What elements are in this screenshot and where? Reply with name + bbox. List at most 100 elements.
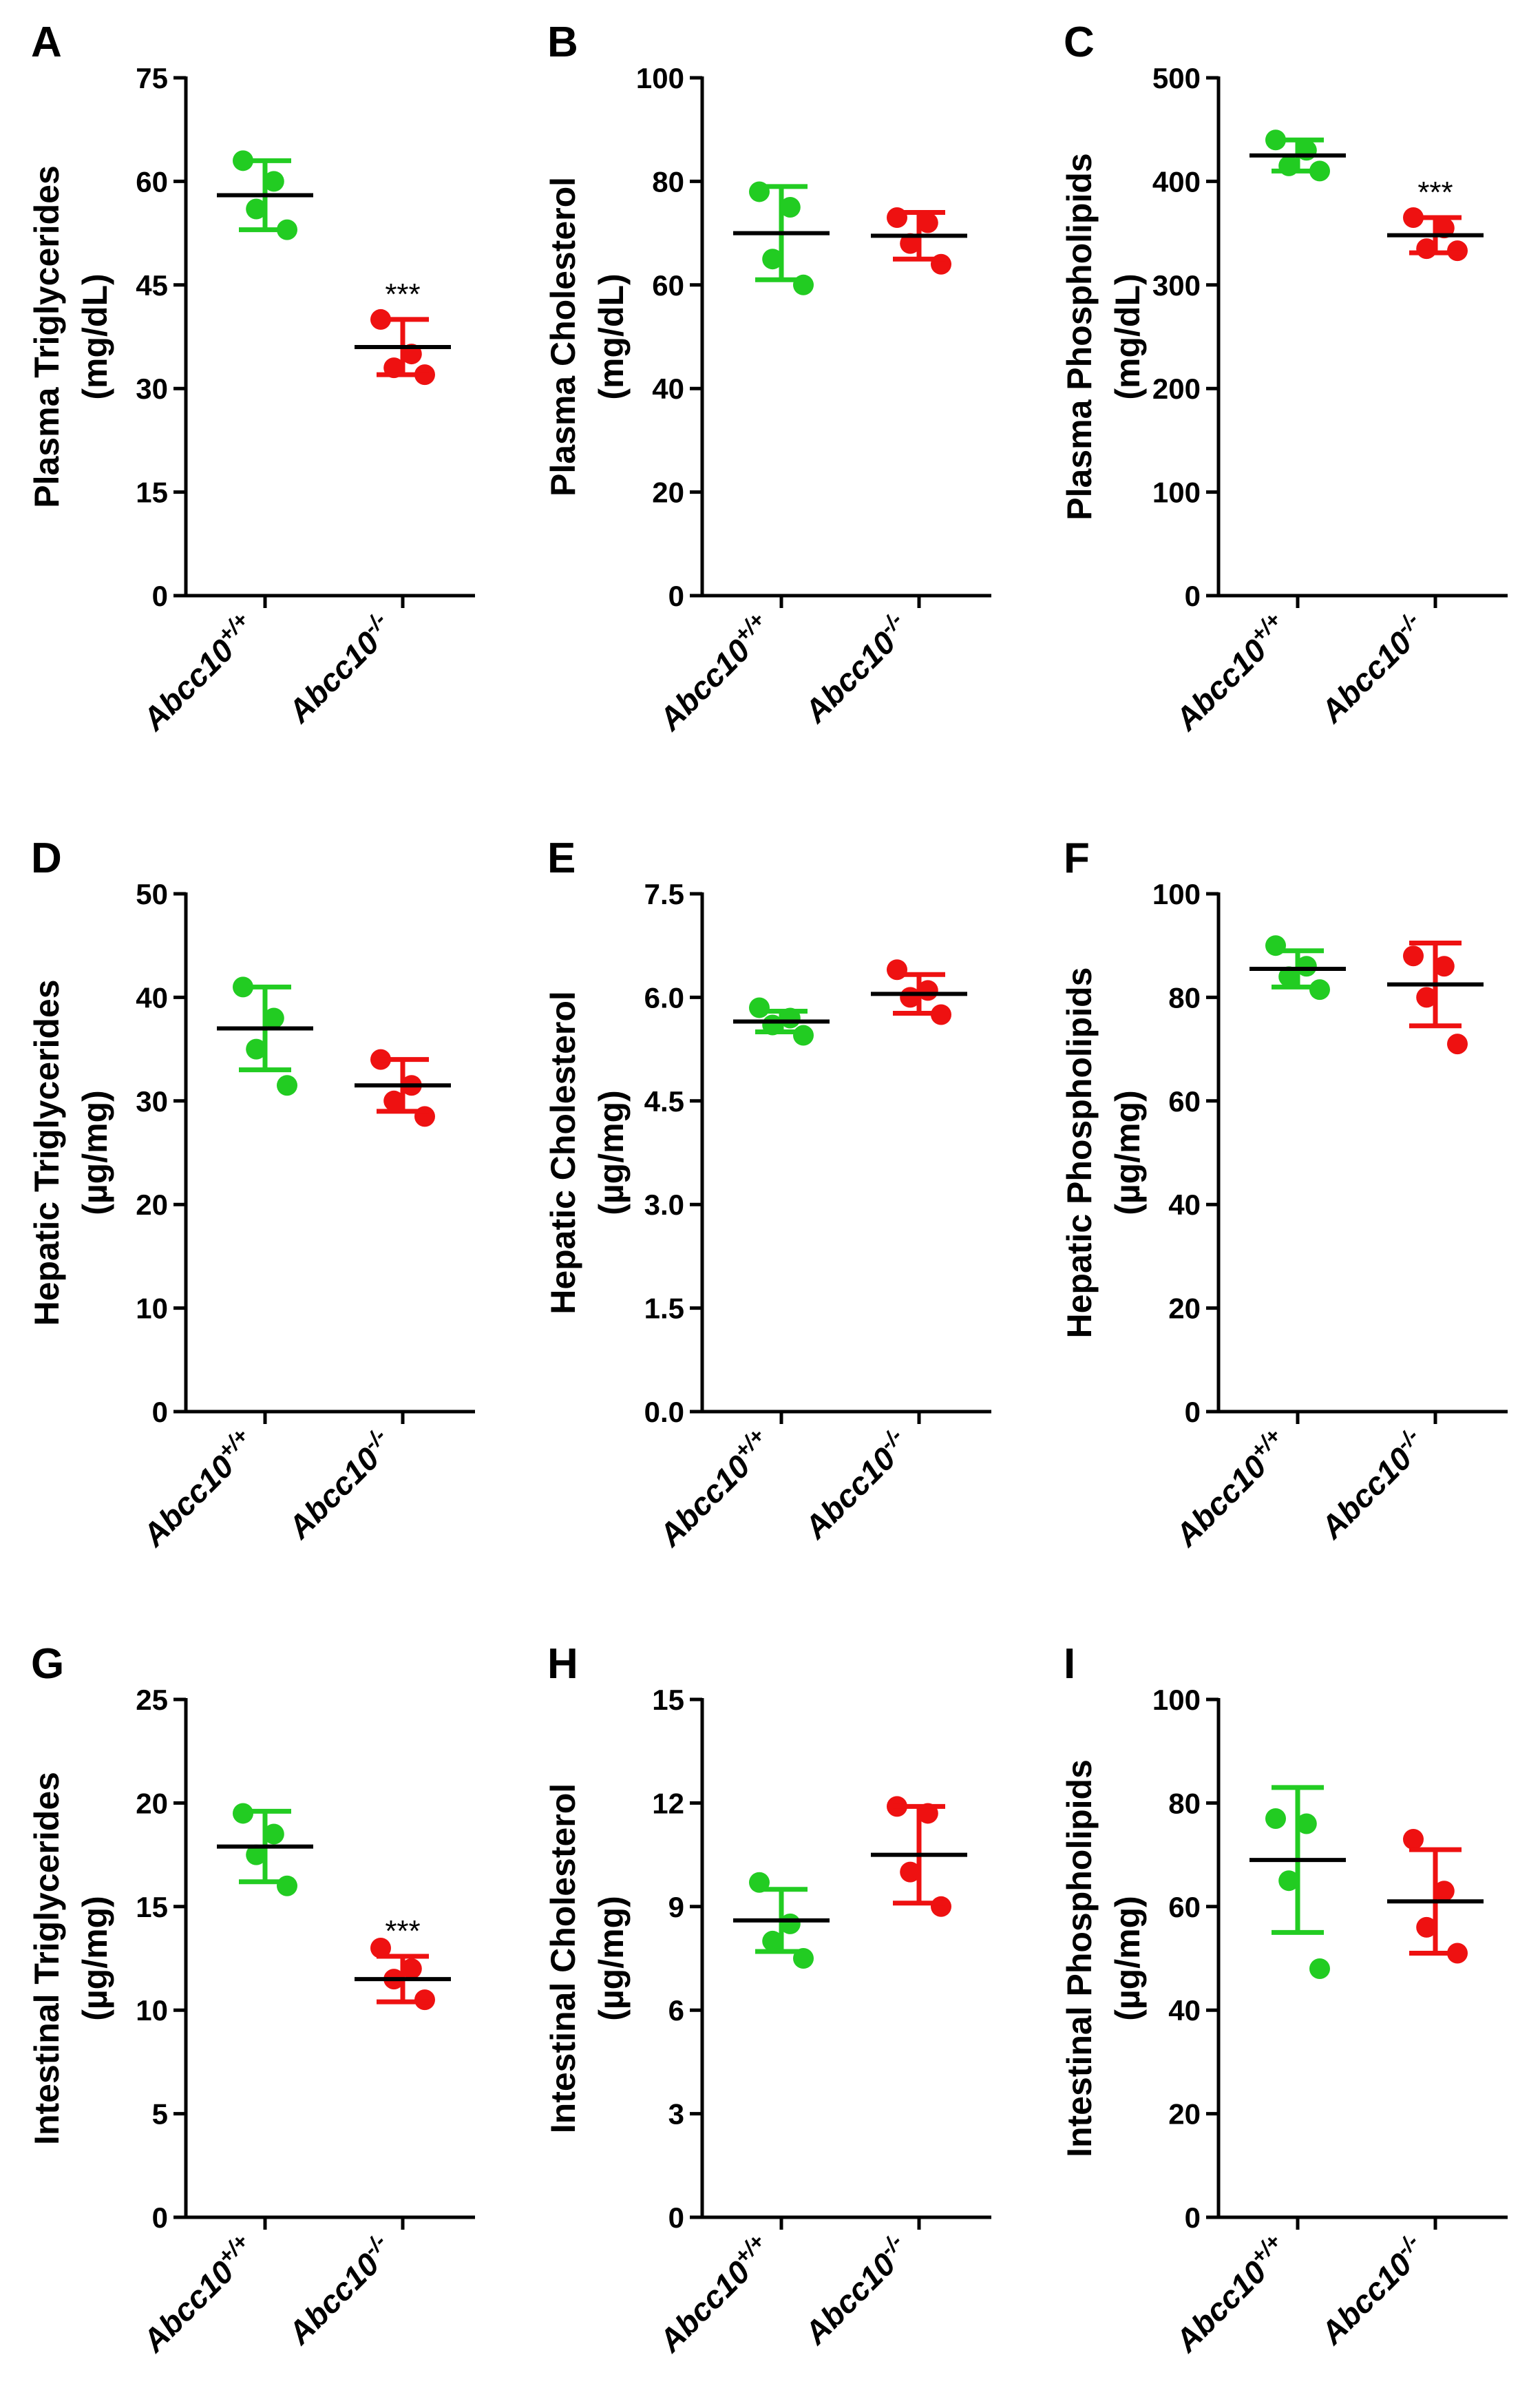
y-axis-units: (µg/mg) xyxy=(76,1090,114,1215)
panel-letter: B xyxy=(547,19,578,66)
y-axis-title: Intestinal Triglycerides xyxy=(28,1772,66,2145)
category-name: Abcc10 xyxy=(797,1440,903,1545)
x-category-label: Abcc10+/+ xyxy=(1165,607,1296,737)
y-tick-label: 40 xyxy=(1168,1994,1201,2027)
data-point xyxy=(263,1007,284,1029)
y-axis-units: (mg/dL) xyxy=(1108,273,1147,399)
panel-c: C 0 100 200 300 400 500 Abcc10+/+ Abcc10-/- Plasm… xyxy=(1060,19,1508,737)
panel-b: B 0 20 40 60 80 100 Abcc10+/+ Abcc10-/- Plasma Ch… xyxy=(544,19,991,737)
panel-e: E 0.0 1.5 3.0 4.5 6.0 7.5 Abcc10+/+ Abcc10-/- Hep… xyxy=(544,835,991,1553)
panel-letter: E xyxy=(547,835,576,882)
y-tick-label: 12 xyxy=(652,1787,684,1819)
category-name: Abcc10 xyxy=(135,2254,240,2359)
y-axis-units: (mg/dL) xyxy=(592,273,631,399)
y-tick-label: 400 xyxy=(1152,165,1201,198)
y-tick-label: 1.5 xyxy=(644,1292,684,1325)
panel-i: I 0 20 40 60 80 100 Abcc10+/+ Abcc10-/- Intestina… xyxy=(1060,1640,1508,2359)
y-tick-label: 25 xyxy=(136,1684,168,1716)
data-point xyxy=(246,1844,267,1865)
data-point xyxy=(277,1075,297,1096)
category-name: Abcc10 xyxy=(1314,624,1419,729)
y-axis-units: (µg/mg) xyxy=(1108,1090,1147,1215)
y-axis-title: Intestinal Phospholipids xyxy=(1060,1759,1099,2157)
y-tick-label: 60 xyxy=(1168,1891,1201,1923)
y-tick-label: 100 xyxy=(1152,1684,1201,1716)
data-point xyxy=(370,1937,391,1958)
x-category-label: Abcc10+/+ xyxy=(649,607,779,737)
y-tick-label: 15 xyxy=(136,477,168,509)
y-tick-label: 40 xyxy=(652,373,684,405)
data-point xyxy=(1433,1881,1455,1902)
y-axis-title: Plasma Cholesterol xyxy=(544,177,582,496)
y-axis-title: Hepatic Phospholipids xyxy=(1060,967,1099,1339)
y-tick-label: 20 xyxy=(1168,2098,1201,2131)
y-tick-label: 0 xyxy=(1185,1396,1201,1428)
significance-marker: *** xyxy=(385,278,420,311)
y-tick-label: 100 xyxy=(1152,878,1201,910)
y-axis-title: Hepatic Cholesterol xyxy=(544,991,582,1315)
data-point xyxy=(246,1038,267,1060)
x-category-label: Abcc10-/- xyxy=(1311,1423,1433,1546)
y-tick-label: 15 xyxy=(652,1684,684,1716)
y-tick-label: 60 xyxy=(136,165,168,198)
x-category-label: Abcc10-/- xyxy=(278,607,401,730)
y-tick-label: 40 xyxy=(136,981,168,1014)
x-category-label: Abcc10-/- xyxy=(1311,2229,1433,2352)
data-point xyxy=(1265,1808,1286,1829)
category-name: Abcc10 xyxy=(797,624,903,729)
data-point xyxy=(900,1861,921,1883)
x-category-label: Abcc10-/- xyxy=(794,2229,917,2352)
data-point xyxy=(1278,1870,1300,1892)
category-name: Abcc10 xyxy=(651,2254,757,2359)
data-point xyxy=(917,212,938,233)
category-name: Abcc10 xyxy=(281,1440,386,1545)
significance-marker: *** xyxy=(385,1914,420,1948)
panel-letter: I xyxy=(1064,1640,1075,1688)
category-name: Abcc10 xyxy=(651,632,757,737)
x-category-label: Abcc10-/- xyxy=(278,1423,401,1546)
y-axis-units: (µg/mg) xyxy=(592,1896,631,2021)
panel-letter: C xyxy=(1064,19,1095,66)
x-category-label: Abcc10-/- xyxy=(794,607,917,730)
category-name: Abcc10 xyxy=(135,632,240,737)
data-point xyxy=(1296,956,1317,977)
y-tick-label: 3 xyxy=(668,2098,684,2131)
y-tick-label: 75 xyxy=(136,62,168,94)
x-category-label: Abcc10+/+ xyxy=(133,2229,263,2359)
y-tick-label: 10 xyxy=(136,1994,168,2027)
x-category-label: Abcc10+/+ xyxy=(133,607,263,737)
y-tick-label: 9 xyxy=(668,1891,684,1923)
data-point xyxy=(1278,966,1300,987)
x-category-label: Abcc10+/+ xyxy=(133,1423,263,1553)
y-tick-label: 200 xyxy=(1152,373,1201,405)
panel-a: A 0 15 30 45 60 75 Abcc10+/+ Abcc10-/- Plasma Tri… xyxy=(28,19,475,737)
data-point xyxy=(1403,945,1424,967)
data-point xyxy=(1416,1916,1437,1938)
x-category-label: Abcc10+/+ xyxy=(1165,2229,1296,2359)
y-axis-title: Plasma Phospholipids xyxy=(1060,153,1099,520)
panel-letter: D xyxy=(31,835,62,882)
data-point xyxy=(383,1090,405,1111)
category-name: Abcc10 xyxy=(651,1448,757,1553)
data-point xyxy=(1296,1813,1317,1834)
x-category-label: Abcc10+/+ xyxy=(1165,1423,1296,1553)
y-tick-label: 3.0 xyxy=(644,1189,684,1221)
y-tick-label: 0.0 xyxy=(644,1396,684,1428)
y-tick-label: 500 xyxy=(1152,62,1201,94)
y-tick-label: 60 xyxy=(1168,1085,1201,1118)
data-point xyxy=(1447,1034,1468,1055)
y-tick-label: 40 xyxy=(1168,1189,1201,1221)
y-tick-label: 50 xyxy=(136,878,168,910)
y-tick-label: 6 xyxy=(668,1994,684,2027)
y-axis-title: Hepatic Triglycerides xyxy=(28,979,66,1326)
y-axis-title: Intestinal Cholesterol xyxy=(544,1783,582,2133)
category-name: Abcc10 xyxy=(135,1448,240,1553)
data-point xyxy=(793,1025,814,1046)
y-axis-units: (µg/mg) xyxy=(592,1090,631,1215)
y-tick-label: 100 xyxy=(636,62,684,94)
panel-letter: A xyxy=(31,19,62,66)
data-point xyxy=(900,233,921,254)
x-category-label: Abcc10-/- xyxy=(1311,607,1433,730)
data-point xyxy=(1416,987,1437,1008)
